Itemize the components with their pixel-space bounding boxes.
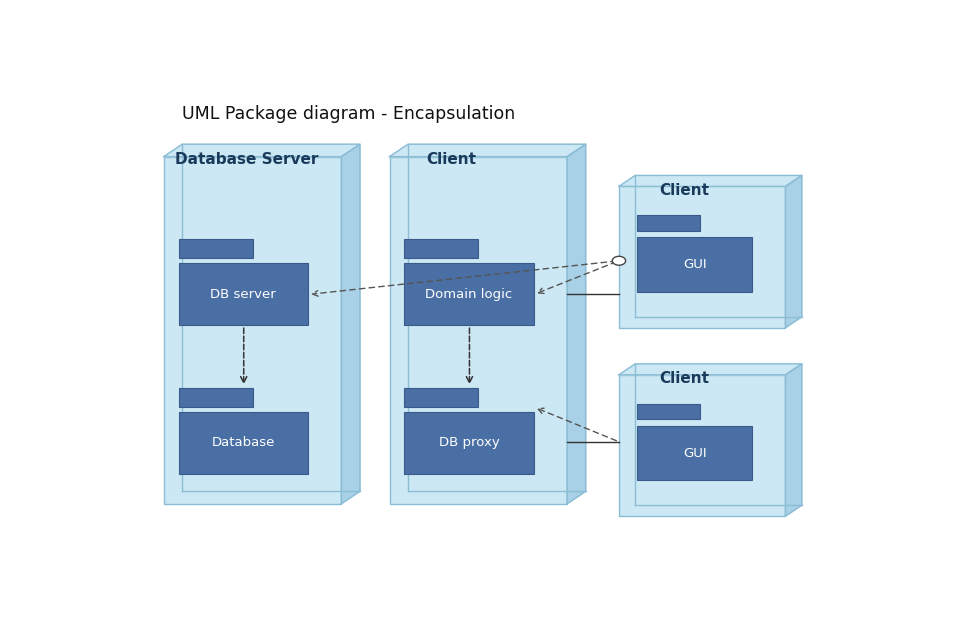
Bar: [404, 240, 478, 258]
Text: Database: Database: [212, 437, 275, 450]
Polygon shape: [785, 175, 802, 328]
Bar: [638, 426, 753, 480]
Text: Domain logic: Domain logic: [426, 288, 513, 301]
Bar: [404, 263, 534, 325]
Bar: [164, 156, 342, 504]
Bar: [390, 156, 567, 504]
Circle shape: [612, 256, 626, 265]
Polygon shape: [619, 175, 802, 186]
Text: UML Package diagram - Encapsulation: UML Package diagram - Encapsulation: [182, 104, 516, 122]
Bar: [638, 215, 700, 231]
Polygon shape: [342, 144, 360, 504]
Bar: [638, 238, 753, 292]
Text: GUI: GUI: [683, 258, 707, 271]
Bar: [638, 404, 700, 419]
Bar: [404, 388, 478, 407]
Text: GUI: GUI: [683, 447, 707, 460]
Text: Client: Client: [427, 151, 477, 167]
Bar: [179, 388, 252, 407]
Polygon shape: [619, 364, 802, 375]
Polygon shape: [390, 144, 585, 156]
Text: Client: Client: [660, 183, 710, 198]
Polygon shape: [567, 144, 585, 504]
Text: Database Server: Database Server: [175, 151, 318, 167]
Bar: [404, 412, 534, 474]
Text: Client: Client: [660, 371, 710, 386]
Text: DB proxy: DB proxy: [438, 437, 499, 450]
Bar: [179, 412, 308, 474]
Bar: [619, 186, 786, 328]
Text: DB server: DB server: [210, 288, 276, 301]
Bar: [179, 263, 308, 325]
Polygon shape: [785, 364, 802, 516]
Bar: [179, 240, 252, 258]
Polygon shape: [164, 144, 360, 156]
Bar: [619, 375, 786, 516]
